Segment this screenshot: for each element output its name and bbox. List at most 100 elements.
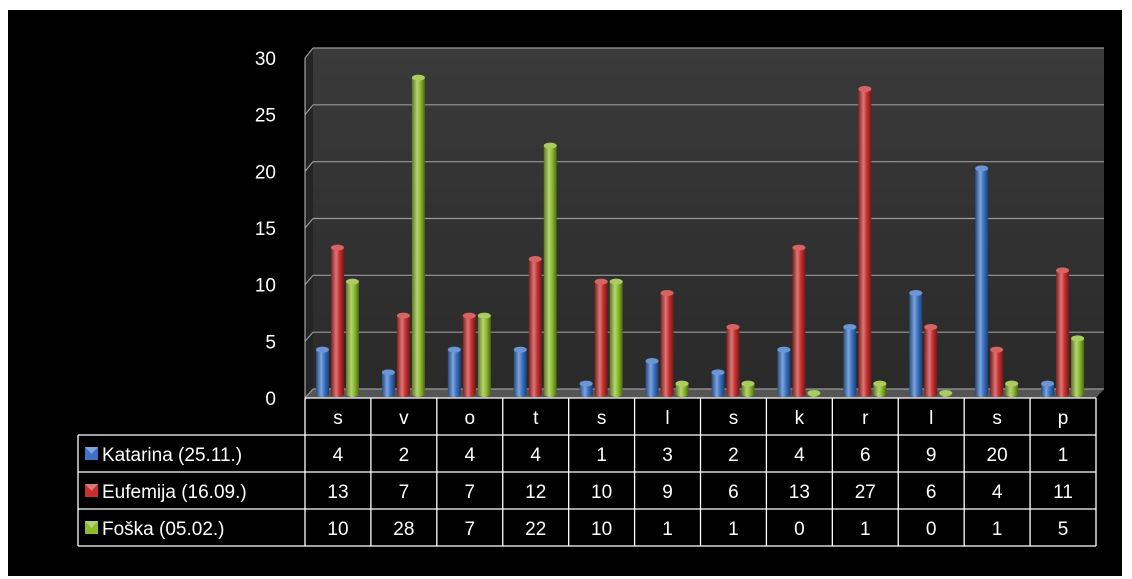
category-label: k [795, 408, 805, 429]
bar-cap [1041, 380, 1055, 387]
bar-cap [513, 346, 527, 353]
data-label: 28 [393, 519, 414, 540]
data-label: 10 [591, 519, 612, 540]
bar [609, 278, 623, 397]
data-label: 1 [728, 519, 739, 540]
data-label: 7 [399, 482, 410, 503]
data-label: 1 [596, 445, 607, 466]
data-label: 10 [591, 482, 612, 503]
legend-label: Eufemija (16.09.) [102, 482, 247, 503]
data-label: 10 [327, 519, 348, 540]
bar-body [660, 293, 674, 397]
bar [528, 256, 542, 397]
y-tick-label: 0 [265, 389, 276, 410]
bar-body [381, 372, 395, 397]
bar-cap [645, 358, 659, 364]
bar-cap [594, 278, 608, 285]
bar [939, 390, 953, 397]
chart-area: 0 5 10 15 20 25 30 s v o t s l s k r l s p Katarina (25.11.… [8, 10, 1122, 576]
bar [1005, 380, 1019, 397]
gridline-side [304, 388, 314, 399]
bar-cap [543, 142, 557, 149]
data-label: 4 [794, 445, 805, 466]
bar [675, 380, 689, 397]
bar-cap [741, 380, 755, 387]
bar [1056, 267, 1070, 397]
data-label: 13 [789, 482, 810, 503]
bar [381, 369, 395, 397]
legend-label: Katarina (25.11.) [102, 445, 242, 466]
bar [543, 142, 557, 397]
data-label: 1 [662, 519, 673, 540]
data-label: 6 [728, 482, 739, 503]
bar-cap [1071, 335, 1085, 342]
bar-cap [990, 346, 1004, 353]
bar [873, 380, 887, 397]
bar-cap [346, 278, 359, 285]
legend-key-shine [85, 484, 98, 491]
data-label: 2 [728, 445, 739, 466]
bar-body [777, 349, 791, 397]
bar-cap [675, 380, 689, 387]
data-label: 4 [465, 445, 476, 466]
bar [726, 324, 740, 397]
data-label: 9 [662, 482, 673, 503]
data-label: 1 [1058, 445, 1069, 466]
bar [462, 312, 476, 397]
bar-body [1041, 383, 1055, 397]
bar-body [1005, 383, 1019, 397]
bar-body [843, 327, 857, 397]
bar-cap [660, 290, 674, 296]
bar-cap [579, 380, 593, 387]
bar-cap [477, 312, 491, 319]
bar [579, 380, 593, 397]
bar [843, 324, 857, 397]
bar [858, 86, 872, 397]
category-label: s [597, 408, 607, 429]
data-label: 20 [987, 445, 1008, 466]
bar-body [858, 89, 872, 397]
bar [331, 244, 344, 397]
data-label: 6 [926, 482, 937, 503]
bar-cap [873, 380, 887, 387]
data-label: 7 [465, 482, 476, 503]
data-label: 2 [399, 445, 410, 466]
gridline-side [304, 47, 314, 59]
data-label: 22 [525, 519, 546, 540]
data-label: 0 [926, 519, 937, 540]
bar [477, 312, 491, 397]
bar-body [1071, 338, 1085, 397]
category-label: v [399, 408, 409, 429]
bar [741, 380, 755, 397]
bar [711, 369, 725, 397]
category-label: r [862, 408, 869, 429]
bar [513, 346, 527, 397]
data-label: 6 [860, 445, 871, 466]
bar-cap [609, 278, 623, 285]
bar [645, 358, 659, 397]
bar-cap [792, 244, 806, 251]
bar-body [594, 281, 608, 397]
bar-body [396, 315, 410, 397]
data-label: 3 [662, 445, 673, 466]
bar-body [675, 383, 689, 397]
bar-cap [924, 324, 938, 330]
data-label: 0 [794, 519, 805, 540]
y-tick-label: 20 [255, 162, 276, 183]
gridline-side [304, 104, 314, 116]
gridline-side [304, 274, 314, 286]
data-label: 5 [1058, 519, 1069, 540]
category-label: p [1058, 408, 1069, 429]
bar-body [316, 349, 329, 397]
bar-cap [975, 165, 989, 172]
bar [924, 324, 938, 397]
bar-body [726, 327, 740, 397]
bar-cap [447, 346, 461, 353]
data-label: 7 [465, 519, 476, 540]
data-label: 1 [992, 519, 1003, 540]
bar-body [411, 77, 425, 398]
y-tick-label: 25 [255, 106, 276, 127]
bar [396, 312, 410, 397]
legend-label: Foška (05.02.) [102, 519, 225, 540]
